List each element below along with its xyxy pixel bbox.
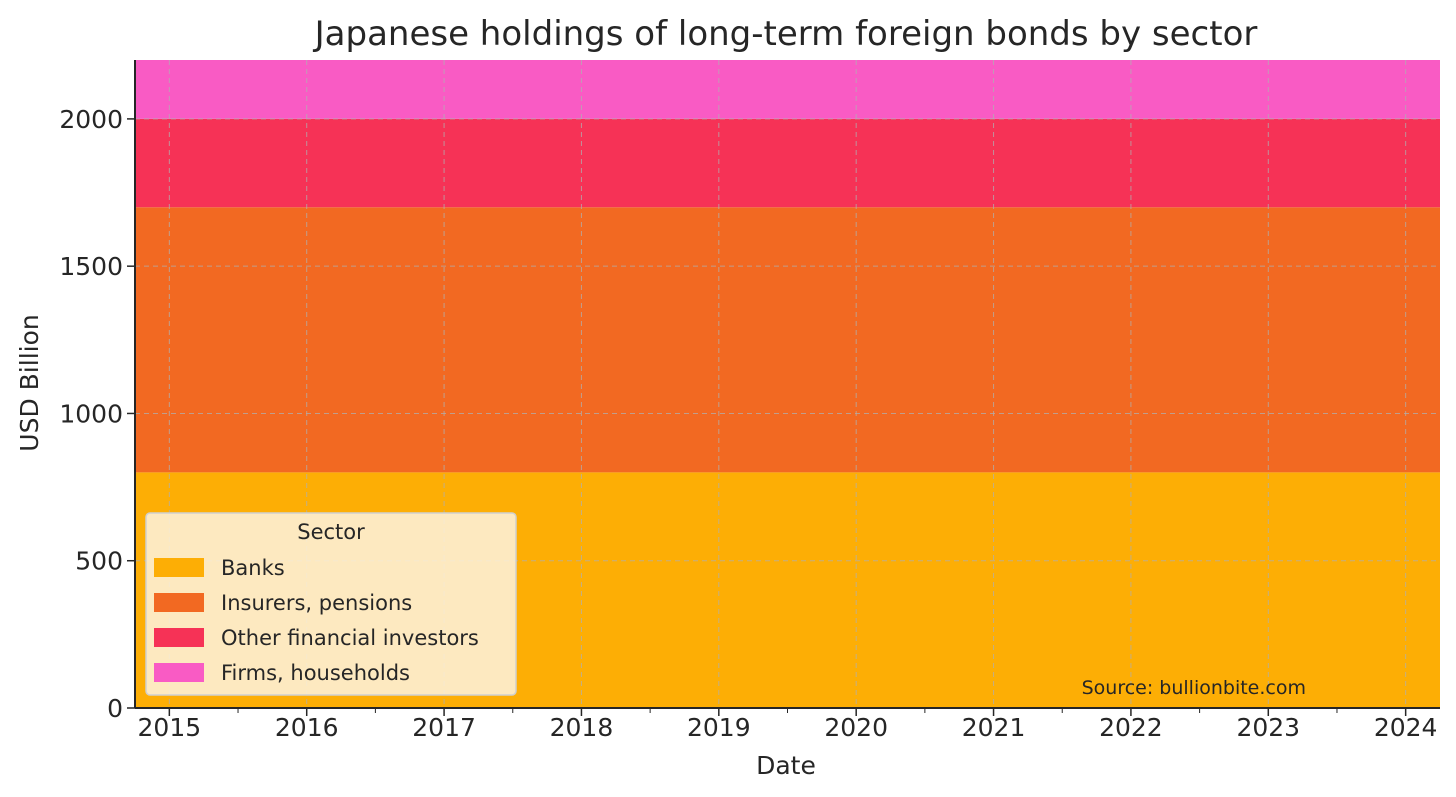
area-insurers-pensions: [135, 207, 1440, 473]
legend-label: Firms, households: [221, 661, 410, 685]
y-tick-label: 1500: [59, 252, 123, 281]
x-tick-label: 2023: [1236, 713, 1300, 742]
x-axis: 2015 2016 2017 2018 2019 2020 2021 2022 2023 2024: [138, 708, 1438, 742]
x-tick-label: 2016: [275, 713, 339, 742]
x-axis-label: Date: [756, 751, 816, 780]
x-tick-label: 2018: [550, 713, 614, 742]
x-tick-label: 2019: [687, 713, 751, 742]
y-tick-label: 2000: [59, 105, 123, 134]
y-tick-label: 0: [107, 694, 123, 723]
legend-title: Sector: [297, 520, 365, 544]
x-tick-label: 2015: [138, 713, 202, 742]
legend-label: Other financial investors: [221, 626, 479, 650]
legend-label: Insurers, pensions: [221, 591, 412, 615]
legend-swatch: [154, 628, 204, 647]
chart-title: Japanese holdings of long-term foreign b…: [313, 14, 1258, 54]
x-tick-label: 2022: [1099, 713, 1163, 742]
source-annotation: Source: bullionbite.com: [1082, 677, 1306, 699]
y-axis: 0 500 1000 1500 2000: [59, 105, 135, 723]
legend-swatch: [154, 593, 204, 612]
x-tick-label: 2024: [1374, 713, 1438, 742]
legend-label: Banks: [221, 556, 285, 580]
area-other-financial-investors: [135, 118, 1440, 208]
y-tick-label: 500: [75, 547, 123, 576]
y-axis-label: USD Billion: [15, 314, 44, 451]
x-tick-label: 2020: [824, 713, 888, 742]
legend-box: [145, 512, 517, 696]
y-tick-label: 1000: [59, 399, 123, 428]
x-tick-label: 2021: [962, 713, 1026, 742]
area-firms-households: [135, 60, 1440, 119]
legend: Sector Banks Insurers, pensions Other finan…: [145, 512, 517, 696]
legend-swatch: [154, 558, 204, 577]
legend-swatch: [154, 663, 204, 682]
x-tick-label: 2017: [412, 713, 476, 742]
